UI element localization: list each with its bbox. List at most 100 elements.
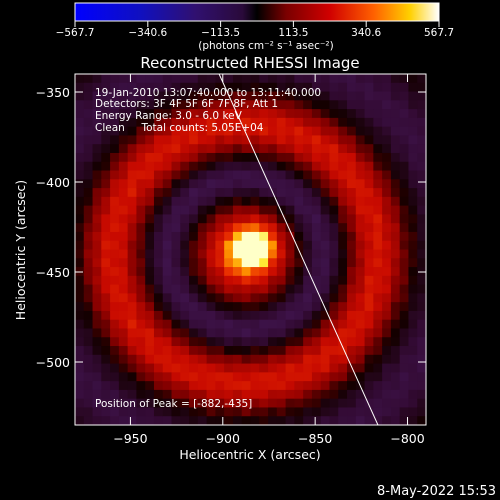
heatmap-cell	[189, 240, 199, 251]
heatmap-cell	[153, 416, 164, 425]
heatmap-cell	[390, 275, 401, 286]
heatmap-cell	[224, 249, 234, 259]
heatmap-cell	[180, 205, 190, 215]
heatmap-cell	[347, 179, 357, 189]
heatmap-cell	[197, 372, 208, 382]
heatmap-cell	[408, 179, 418, 189]
heatmap-cell	[101, 179, 111, 189]
heatmap-cell	[417, 310, 426, 321]
heatmap-cell	[417, 398, 426, 409]
heatmap-cell	[399, 91, 410, 101]
heatmap-cell	[268, 161, 278, 172]
heatmap-cell	[162, 293, 173, 303]
heatmap-cell	[189, 416, 199, 425]
heatmap-cell	[390, 82, 401, 93]
heatmap-cell	[355, 398, 366, 409]
heatmap-cell	[408, 363, 418, 373]
heatmap-cell	[206, 302, 216, 312]
heatmap-cell	[285, 126, 295, 137]
heatmap-cell	[382, 135, 392, 145]
heatmap-cell	[355, 240, 366, 251]
heatmap-cell	[215, 196, 225, 207]
heatmap-cell	[399, 74, 410, 84]
heatmap-cell	[241, 363, 252, 373]
heatmap-cell	[390, 319, 401, 330]
heatmap-cell	[83, 223, 94, 233]
heatmap-cell	[145, 74, 155, 84]
heatmap-cell	[162, 319, 173, 330]
heatmap-cell	[224, 416, 234, 425]
heatmap-cell	[127, 240, 138, 251]
heatmap-cell	[92, 302, 102, 312]
heatmap-cell	[250, 363, 260, 373]
heatmap-cell	[92, 205, 102, 215]
heatmap-cell	[224, 258, 234, 268]
heatmap-cell	[206, 407, 216, 417]
heatmap-cell	[241, 231, 252, 242]
heatmap-cell	[276, 354, 287, 365]
heatmap-cell	[338, 205, 348, 215]
heatmap-cell	[320, 284, 331, 294]
heatmap-cell	[92, 416, 102, 425]
heatmap-cell	[355, 249, 366, 259]
heatmap-cell	[171, 91, 181, 101]
heatmap-cell	[347, 91, 357, 101]
heatmap-cell	[197, 346, 208, 356]
heatmap-cell	[390, 231, 401, 242]
heatmap-cell	[364, 407, 374, 417]
heatmap-cell	[408, 231, 418, 242]
heatmap-cell	[83, 100, 94, 110]
heatmap-cell	[145, 328, 155, 338]
heatmap-cell	[355, 354, 366, 365]
heatmap-cell	[408, 144, 418, 154]
heatmap-cell	[285, 346, 295, 356]
heatmap-cell	[311, 231, 322, 242]
x-tick-label: −850	[298, 431, 332, 446]
heatmap-cell	[250, 126, 260, 137]
heatmap-cell	[83, 293, 94, 303]
heatmap-cell	[101, 381, 111, 391]
heatmap-cell	[250, 179, 260, 189]
heatmap-cell	[162, 258, 173, 268]
heatmap-cell	[118, 188, 129, 198]
heatmap-cell	[399, 363, 410, 373]
annotation-clean-counts: Clean Total counts: 5.05E+04	[95, 122, 264, 134]
heatmap-cell	[259, 240, 269, 251]
heatmap-cell	[241, 135, 252, 145]
heatmap-cell	[390, 337, 401, 347]
heatmap-cell	[75, 354, 85, 365]
heatmap-cell	[276, 170, 287, 180]
heatmap-cell	[303, 346, 313, 356]
heatmap-cell	[92, 188, 102, 198]
heatmap-cell	[92, 179, 102, 189]
heatmap-cell	[92, 354, 102, 365]
heatmap-cell	[373, 398, 383, 409]
heatmap-cell	[92, 82, 102, 93]
heatmap-cell	[338, 231, 348, 242]
heatmap-cell	[390, 310, 401, 321]
heatmap-cell	[153, 100, 164, 110]
heatmap-cell	[136, 337, 146, 347]
heatmap-cell	[347, 205, 357, 215]
heatmap-cell	[390, 135, 401, 145]
heatmap-cell	[276, 258, 287, 268]
heatmap-cell	[329, 337, 339, 347]
heatmap-cell	[364, 240, 374, 251]
heatmap-cell	[311, 82, 322, 93]
heatmap-cell	[197, 240, 208, 251]
heatmap-cell	[241, 144, 252, 154]
heatmap-cell	[180, 91, 190, 101]
heatmap-cell	[417, 293, 426, 303]
heatmap-cell	[75, 416, 85, 425]
heatmap-cell	[127, 337, 138, 347]
heatmap-cell	[110, 231, 120, 242]
heatmap-cell	[118, 100, 129, 110]
heatmap-cell	[285, 240, 295, 251]
heatmap-cell	[364, 126, 374, 137]
heatmap-cell	[276, 293, 287, 303]
heatmap-cell	[347, 398, 357, 409]
heatmap-cell	[285, 398, 295, 409]
heatmap-cell	[136, 152, 146, 163]
heatmap-cell	[250, 354, 260, 365]
heatmap-cell	[83, 416, 94, 425]
